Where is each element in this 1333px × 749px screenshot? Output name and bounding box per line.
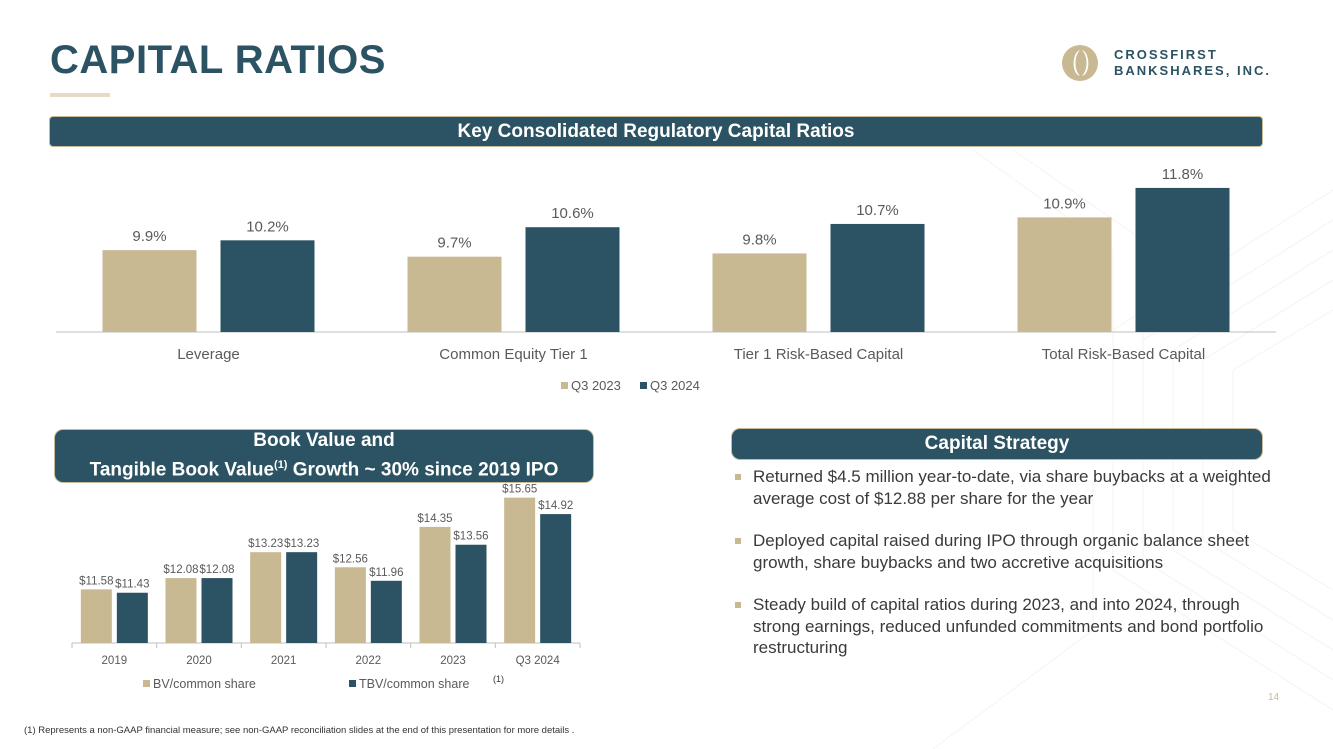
bar-q3-2023 [407,256,502,332]
data-label: 10.7% [856,202,899,219]
bar-bv-common-share [165,578,197,643]
strategy-item-text: Deployed capital raised during IPO throu… [753,531,1250,572]
data-label: 11.8% [1162,166,1203,183]
strategy-item-text: Steady build of capital ratios during 20… [753,595,1264,657]
data-label: $12.08 [199,564,234,576]
category-label: Total Risk-Based Capital [1042,346,1205,363]
data-label: 10.2% [246,218,289,235]
bullet-icon [735,538,741,544]
page-number: 14 [1268,692,1280,703]
strategy-item: Deployed capital raised during IPO throu… [735,530,1275,573]
category-label: 2022 [356,655,382,667]
data-label: $14.35 [417,513,452,525]
data-label: $11.43 [115,579,149,591]
bar-q3-2023 [712,253,807,332]
bar-bv-common-share [250,552,282,643]
bar-tbv-common-share [540,514,572,643]
strategy-item: Returned $4.5 million year-to-date, via … [735,466,1275,509]
category-label: 2019 [102,655,128,667]
bar-tbv-common-share [116,592,148,643]
legend-swatch [143,680,150,687]
data-label: $12.56 [333,553,368,565]
logo-line1: CROSSFIRST [1114,47,1218,62]
bullet-icon [735,474,741,480]
logo-line2: BANKSHARES, INC. [1114,63,1271,78]
strategy-item: Steady build of capital ratios during 20… [735,594,1275,659]
bar-q3-2023 [102,250,197,332]
strategy-item-text: Returned $4.5 million year-to-date, via … [753,467,1271,508]
bar-q3-2024 [830,223,925,332]
capital-strategy-list: Returned $4.5 million year-to-date, via … [735,466,1275,680]
data-label: $13.23 [248,538,283,550]
data-label: 9.7% [437,235,471,252]
bar-bv-common-share [504,497,536,643]
data-label: $13.23 [284,538,319,550]
company-logo: CROSSFIRST BANKSHARES, INC. [1060,43,1300,83]
regulatory-ratios-banner: Key Consolidated Regulatory Capital Rati… [50,117,1262,146]
category-label: 2023 [440,655,466,667]
legend-label: Q3 2023 [571,378,621,393]
category-label: Leverage [177,346,240,363]
book-value-banner: Book Value and Tangible Book Value(1) Gr… [55,430,593,482]
category-label: 2020 [186,655,212,667]
book-value-banner-text: Tangible Book Value [89,459,275,481]
bar-q3-2024 [220,240,315,332]
bar-tbv-common-share [286,552,318,643]
bar-q3-2024 [525,227,620,332]
footnote-marker: (1) [274,459,288,472]
book-value-banner-line1: Book Value and [253,430,395,452]
book-value-banner-text-end: Growth ~ 30% since 2019 IPO [287,459,559,481]
legend-swatch [561,382,568,389]
data-label: $11.96 [369,567,403,579]
legend-label: TBV/common share [359,677,470,691]
footnote: (1) Represents a non-GAAP financial meas… [24,725,575,736]
book-value-banner-line2: Tangible Book Value(1) Growth ~ 30% sinc… [55,453,593,482]
category-label: Tier 1 Risk-Based Capital [734,346,904,363]
data-label: 10.6% [551,205,594,222]
title-underline [50,93,110,97]
legend-swatch [349,680,356,687]
legend-label: BV/common share [153,677,256,691]
legend-label: Q3 2024 [650,378,700,393]
bar-q3-2024 [1135,187,1230,332]
data-label: $14.92 [538,500,573,512]
data-label: 9.8% [742,231,776,248]
data-label: $13.56 [453,531,488,543]
data-label: $12.08 [163,564,198,576]
bar-tbv-common-share [201,578,233,643]
bar-bv-common-share [419,526,451,643]
data-label: $15.65 [502,484,537,496]
bar-bv-common-share [80,589,112,643]
data-label: 10.9% [1043,195,1086,212]
legend-swatch [640,382,647,389]
category-label: Common Equity Tier 1 [439,346,587,363]
bar-bv-common-share [334,567,366,643]
bullet-icon [735,602,741,608]
bar-q3-2023 [1017,217,1112,332]
bar-tbv-common-share [455,544,487,643]
data-label: 9.9% [132,228,166,245]
capital-strategy-banner: Capital Strategy [732,429,1262,459]
category-label: Q3 2024 [516,655,561,667]
data-label: $11.58 [79,575,113,587]
bar-tbv-common-share [370,580,402,643]
logo-text: CROSSFIRST BANKSHARES, INC. [1114,47,1271,79]
page-title: CAPITAL RATIOS [50,38,386,82]
category-label: 2021 [271,655,297,667]
crossfirst-logo-icon [1062,45,1098,81]
legend-footnote-marker: (1) [493,674,504,684]
